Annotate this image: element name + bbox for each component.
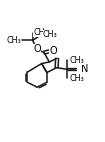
Text: CH₃: CH₃ xyxy=(69,56,84,65)
Text: CH₃: CH₃ xyxy=(6,36,21,45)
Text: CH₃: CH₃ xyxy=(69,74,84,83)
Text: CH₃: CH₃ xyxy=(33,28,48,37)
Text: O: O xyxy=(33,44,41,54)
Text: CH₃: CH₃ xyxy=(43,30,58,39)
Text: N: N xyxy=(81,64,88,74)
Text: O: O xyxy=(49,46,57,56)
